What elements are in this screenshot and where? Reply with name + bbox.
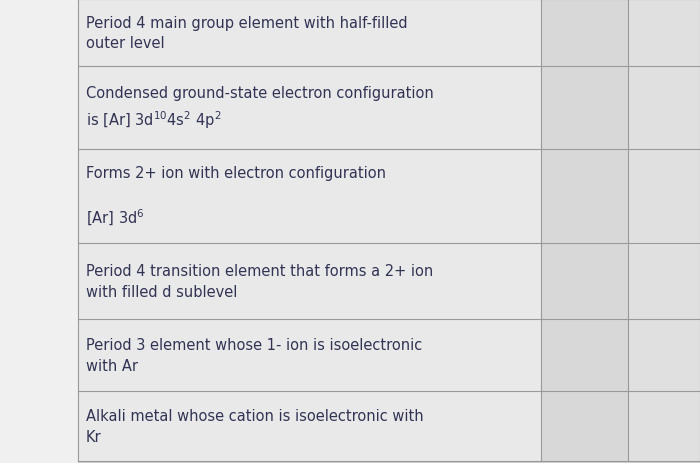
Text: Alkali metal whose cation is isoelectronic with
Kr: Alkali metal whose cation is isoelectron… <box>86 408 424 444</box>
Text: Condensed ground-state electron configuration
is [Ar] 3d$^{10}$4s$^{2}$ 4p$^{2}$: Condensed ground-state electron configur… <box>86 86 434 131</box>
Bar <box>0 0 78 463</box>
Bar <box>541 319 629 391</box>
Text: Forms 2+ ion with electron configuration

[Ar] 3d$^{6}$: Forms 2+ ion with electron configuration… <box>86 165 386 228</box>
Bar <box>629 244 700 319</box>
Bar <box>541 67 629 149</box>
Bar <box>629 0 700 67</box>
Bar <box>78 67 541 149</box>
Bar <box>78 319 541 391</box>
Bar <box>78 0 541 67</box>
Bar <box>541 244 629 319</box>
Text: Period 4 main group element with half-filled
outer level: Period 4 main group element with half-fi… <box>86 16 407 51</box>
Bar <box>629 319 700 391</box>
Bar <box>541 0 629 67</box>
Text: Period 4 transition element that forms a 2+ ion
with filled d sublevel: Period 4 transition element that forms a… <box>86 264 433 299</box>
Bar <box>78 391 541 461</box>
Bar <box>78 244 541 319</box>
Bar <box>629 67 700 149</box>
Bar <box>541 149 629 244</box>
Text: Period 3 element whose 1- ion is isoelectronic
with Ar: Period 3 element whose 1- ion is isoelec… <box>86 338 422 373</box>
Bar <box>78 149 541 244</box>
Bar <box>629 391 700 461</box>
Bar <box>541 391 629 461</box>
Bar <box>629 149 700 244</box>
